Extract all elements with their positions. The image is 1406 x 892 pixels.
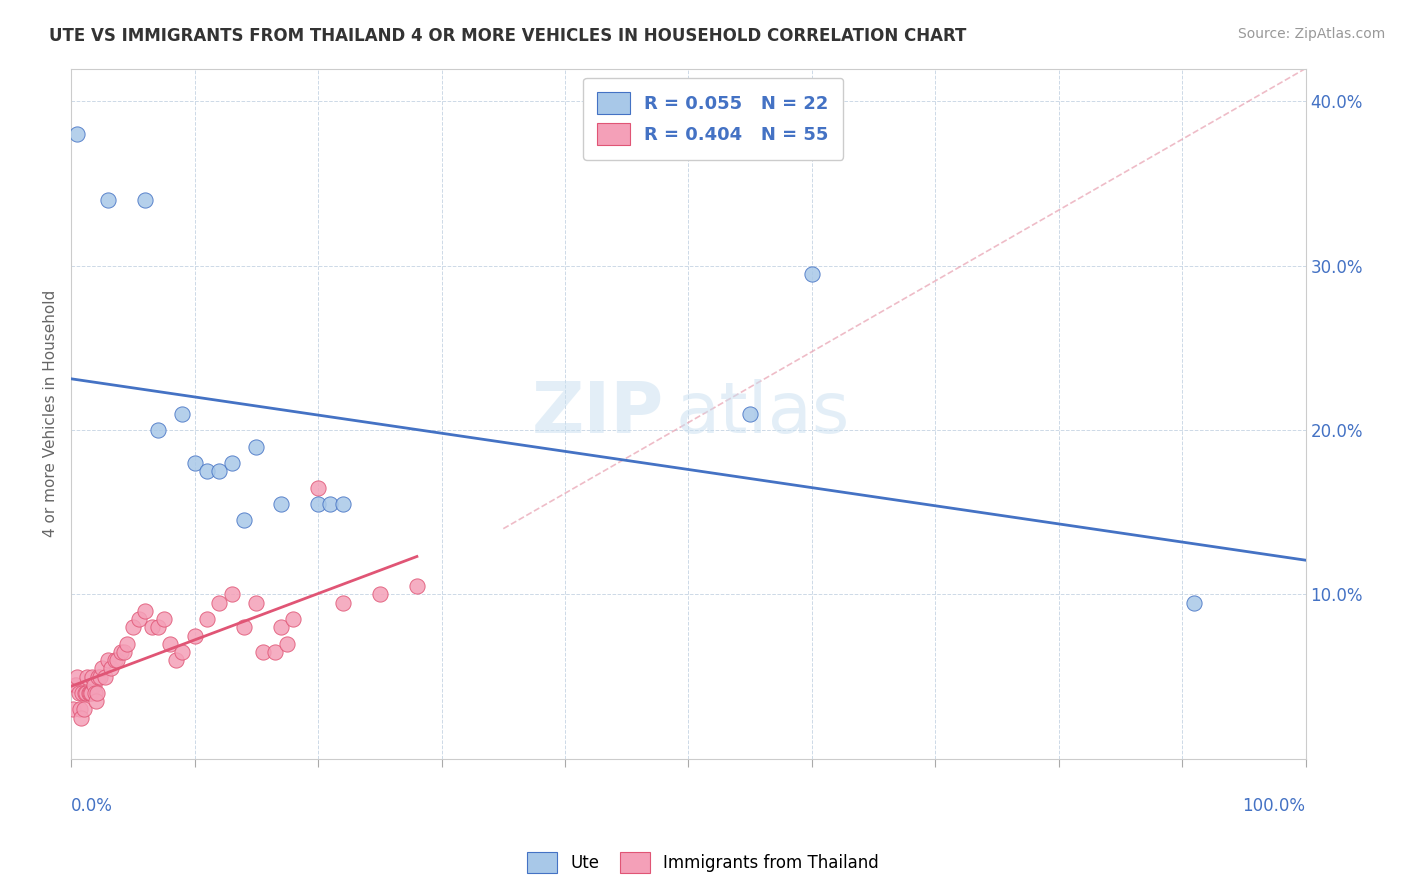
Point (63, 678, 86, 692)
Point (62, 702, 84, 716)
Point (368, 587, 391, 601)
Point (800, 267, 823, 281)
Point (134, 604, 156, 618)
Point (146, 620, 169, 634)
Point (319, 497, 342, 511)
Point (245, 440, 267, 454)
Point (141, 620, 163, 634)
Point (72, 686, 94, 700)
Point (153, 612, 176, 626)
Point (97, 193, 120, 207)
Legend: R = 0.055   N = 22, R = 0.404   N = 55: R = 0.055 N = 22, R = 0.404 N = 55 (583, 78, 844, 160)
Point (66, 128, 89, 142)
Point (86, 686, 108, 700)
Point (76, 670, 98, 684)
Point (245, 596, 267, 610)
Point (122, 620, 145, 634)
Point (82, 670, 104, 684)
Point (110, 645, 132, 659)
Point (84, 694, 107, 708)
Text: ZIP: ZIP (531, 379, 664, 448)
Point (332, 596, 354, 610)
Point (233, 513, 256, 527)
Point (233, 620, 256, 634)
Point (208, 464, 231, 478)
Point (184, 628, 207, 642)
Text: 100.0%: 100.0% (1243, 797, 1306, 814)
Point (208, 596, 231, 610)
Y-axis label: 4 or more Vehicles in Household: 4 or more Vehicles in Household (44, 290, 58, 537)
Point (93, 670, 115, 684)
Point (83, 678, 105, 692)
Point (73, 686, 96, 700)
Point (69, 702, 91, 716)
Point (221, 456, 243, 470)
Point (159, 637, 181, 651)
Point (77, 686, 100, 700)
Point (252, 645, 274, 659)
Point (276, 637, 298, 651)
Point (112, 645, 135, 659)
Point (89, 670, 111, 684)
Point (105, 653, 128, 667)
Point (172, 407, 194, 421)
Point (307, 481, 329, 495)
Point (165, 653, 187, 667)
Point (195, 612, 218, 626)
Point (100, 661, 122, 675)
Point (184, 456, 207, 470)
Point (270, 620, 292, 634)
Point (221, 587, 243, 601)
Point (172, 645, 194, 659)
Point (75, 686, 97, 700)
Point (270, 497, 292, 511)
Point (66, 670, 89, 684)
Point (87, 670, 110, 684)
Point (79, 686, 101, 700)
Point (115, 637, 138, 651)
Point (70, 711, 93, 725)
Point (83, 686, 105, 700)
Point (91, 661, 114, 675)
Point (97, 653, 120, 667)
Point (134, 193, 156, 207)
Point (740, 407, 762, 421)
Point (67, 686, 90, 700)
Text: 0.0%: 0.0% (72, 797, 114, 814)
Legend: Ute, Immigrants from Thailand: Ute, Immigrants from Thailand (520, 846, 886, 880)
Point (103, 653, 125, 667)
Text: atlas: atlas (676, 379, 851, 448)
Point (406, 579, 429, 593)
Text: UTE VS IMMIGRANTS FROM THAILAND 4 OR MORE VEHICLES IN HOUSEHOLD CORRELATION CHAR: UTE VS IMMIGRANTS FROM THAILAND 4 OR MOR… (49, 27, 966, 45)
Point (128, 612, 150, 626)
Point (80, 686, 103, 700)
Text: Source: ZipAtlas.com: Source: ZipAtlas.com (1237, 27, 1385, 41)
Point (264, 645, 287, 659)
Point (332, 497, 354, 511)
Point (65, 678, 87, 692)
Point (195, 464, 218, 478)
Point (283, 612, 305, 626)
Point (1184, 596, 1206, 610)
Point (307, 497, 329, 511)
Point (146, 423, 169, 437)
Point (72, 702, 94, 716)
